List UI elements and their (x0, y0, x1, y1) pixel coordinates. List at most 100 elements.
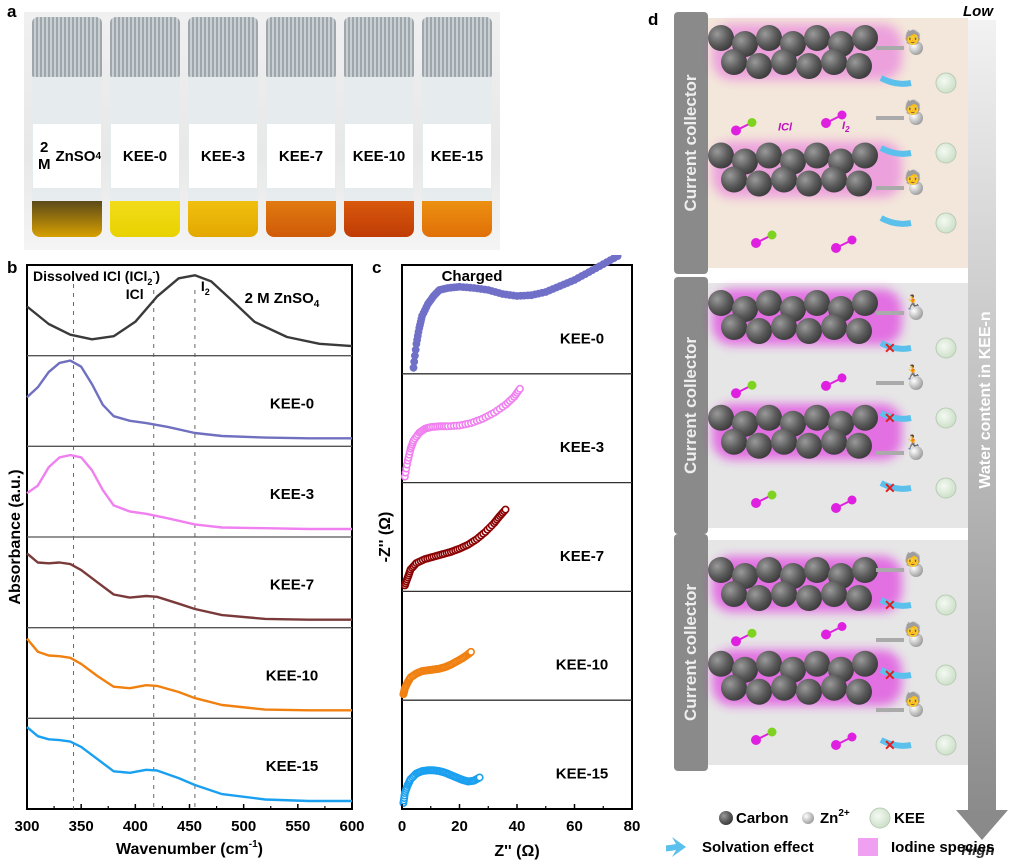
carbon-atom (746, 53, 772, 79)
chlorine-atom (747, 628, 757, 638)
water-axis-label: Water content in KEE-n (977, 311, 994, 488)
blocked-x-icon: ✕ (884, 410, 896, 426)
iodine-atom (731, 125, 741, 136)
vial-label-line2: ZnSO (55, 147, 96, 165)
carbon-atom (708, 25, 734, 51)
carbon-atom (821, 674, 847, 701)
diagram-panel: Current collector 🧓 🧓 🧓 ICl I2 (674, 12, 968, 274)
iodine-atom (837, 110, 847, 120)
zn-ion (909, 633, 923, 647)
zn-ion (909, 376, 923, 390)
iodine-atom (821, 118, 831, 128)
walking-elder-icon: 🧓 (904, 690, 921, 708)
annotation-i2: I2 (201, 278, 210, 297)
axis-high-label: High (961, 842, 994, 859)
carbon-cluster (708, 24, 902, 80)
data-point (515, 384, 524, 393)
diagram-panel: Current collector ✕ 🏃 ✕ 🏃 ✕ 🏃 (674, 277, 968, 534)
carbon-atom (796, 318, 822, 344)
current-collector (674, 277, 708, 534)
y-axis-label: Absorbance (a.u.) (7, 469, 24, 604)
chlorine-atom (767, 727, 777, 737)
eis-nyquist-chart: Charged KEE-0 KEE-3 KEE-7 KEE-10 KEE-15 0 20 40 6… (377, 255, 640, 860)
vial-liquid (422, 201, 492, 237)
carbon-atom (846, 170, 872, 197)
series-label: 2 M ZnSO4 (245, 290, 320, 310)
vial-liquid (266, 201, 336, 237)
carbon-atom (796, 53, 822, 79)
carbon-atom (846, 585, 872, 611)
chlorine-atom (747, 380, 757, 390)
carbon-atom (721, 166, 747, 193)
carbon-atom (746, 170, 772, 197)
carbon-atom (796, 678, 822, 705)
raman-spectra-chart: KEE-0 KEE-3 KEE-7 KEE-10 KEE-15 2 M ZnSO4 Diss… (7, 264, 365, 858)
running-person-icon: 🏃 (904, 294, 921, 310)
carbon-atom (756, 650, 782, 677)
carbon-atom (796, 432, 822, 459)
vial-label: KEE-15 (423, 124, 491, 188)
series-label: KEE-7 (560, 548, 604, 565)
panel-letter-c: c (372, 258, 382, 277)
vial-label-line1: 2 M (37, 139, 51, 173)
carbon-atom (796, 585, 822, 611)
carbon-atom (708, 142, 734, 169)
vial-cap (32, 17, 102, 77)
current-collector-label: Current collector (681, 584, 700, 721)
solvation-arrow (879, 340, 912, 352)
carbon-atom (721, 428, 747, 455)
carbon-atom (756, 557, 782, 583)
iodine-atom (731, 388, 741, 399)
carbon-atom (708, 404, 734, 431)
zn-ion (909, 306, 923, 320)
kee-molecule (935, 664, 957, 686)
series-label: KEE-15 (266, 758, 319, 775)
carbon-atom (746, 432, 772, 459)
zn-ion (909, 703, 923, 717)
vial-label: KEE-0 (111, 124, 179, 188)
data-point (475, 773, 484, 782)
current-collector-label: Current collector (681, 337, 700, 474)
chart-title: Charged (442, 268, 503, 285)
vial-label: KEE-10 (345, 124, 413, 188)
vial-liquid (188, 201, 258, 237)
water-axis-arrowhead (956, 810, 1008, 840)
carbon-atom (804, 404, 830, 431)
blocked-x-icon: ✕ (884, 480, 896, 496)
kee-molecule (935, 407, 957, 429)
series-label: KEE-3 (560, 439, 604, 456)
vial-cap (422, 17, 492, 77)
carbon-atom (846, 678, 872, 705)
carbon-atom (746, 318, 772, 344)
carbon-atom (721, 581, 747, 607)
vial-label: KEE-7 (267, 124, 335, 188)
iodine-atom (837, 622, 847, 631)
running-person-icon: 🏃 (904, 434, 921, 450)
x-tick-label: 450 (177, 818, 202, 835)
mechanism-schematic: Low High Water content in KEE-n Current col… (666, 3, 1008, 859)
x-tick-label: 550 (285, 818, 310, 835)
carbon-atom (846, 318, 872, 344)
iodine-atom (821, 629, 831, 640)
carbon-atom (771, 428, 797, 455)
carbon-atom (804, 25, 830, 51)
x-tick-label: 0 (398, 818, 406, 835)
carbon-atom (721, 314, 747, 340)
carbon-atom (721, 49, 747, 75)
iodine-atom (831, 503, 841, 513)
spectrum-line-2-M-ZnSO4 (26, 274, 353, 348)
carbon-atom (852, 557, 878, 583)
kee-molecule (935, 477, 957, 499)
vial-cap (188, 17, 258, 77)
x-tick-label: 600 (339, 818, 364, 835)
iodine-atom (751, 238, 761, 248)
carbon-cluster (708, 556, 902, 612)
iodine-atom (847, 732, 857, 742)
legend-carbon-label: Carbon (736, 810, 789, 827)
vial-label: 2 M ZnSO 4 (33, 124, 101, 188)
legend-solvation-label: Solvation effect (702, 839, 814, 856)
iodine-atom (731, 636, 741, 647)
legend-kee-label: KEE (894, 810, 925, 827)
x-tick-label: 40 (509, 818, 526, 835)
carbon-atom (846, 432, 872, 459)
